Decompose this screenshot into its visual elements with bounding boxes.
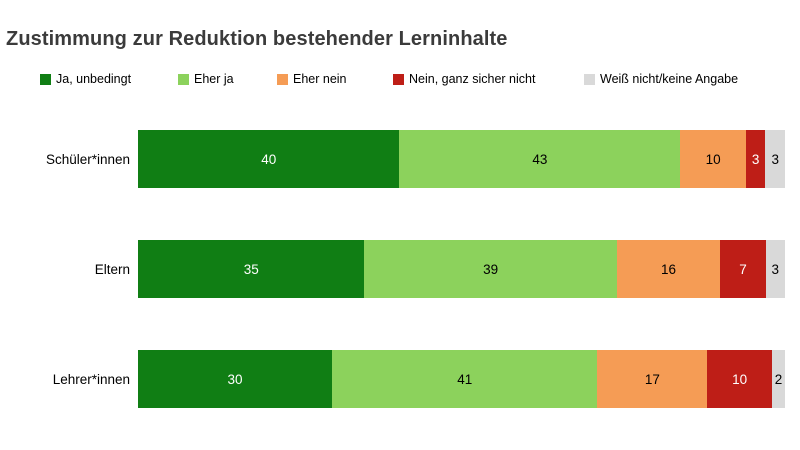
bar-segment: 10 — [680, 130, 746, 188]
category-label: Eltern — [94, 261, 130, 277]
legend-swatch-icon — [277, 73, 288, 85]
segment-value-label: 3 — [771, 261, 780, 277]
bar-segment: 40 — [138, 130, 400, 188]
segment-value-label: 2 — [774, 371, 783, 387]
legend-label: Nein, ganz sicher nicht — [409, 72, 536, 86]
legend-swatch-icon — [40, 73, 51, 85]
segment-value-label: 30 — [227, 371, 243, 387]
chart-title: Zustimmung zur Reduktion bestehender Ler… — [6, 28, 508, 50]
segment-value-label: 10 — [705, 151, 721, 167]
legend-label: Eher ja — [194, 72, 234, 86]
legend-swatch-icon — [178, 73, 189, 85]
segment-value-label: 3 — [771, 151, 779, 167]
bar-row: Lehrer*innen 30 41 17 10 2 — [0, 350, 800, 408]
bar-segment: 30 — [138, 350, 333, 408]
legend-label: Ja, unbedingt — [56, 72, 132, 86]
segment-value-label: 10 — [732, 371, 748, 387]
bar-track: 40 43 10 3 3 — [138, 130, 786, 188]
segment-value-label: 3 — [751, 151, 760, 167]
bar-segment: 3 — [765, 240, 785, 298]
segment-value-label: 35 — [243, 261, 259, 277]
legend-item: Eher nein — [277, 72, 347, 86]
segment-value-label: 16 — [661, 261, 677, 277]
bar-segment: 3 — [765, 130, 786, 188]
chart-legend: Ja, unbedingt Eher ja Eher nein Nein, ganz … — [0, 72, 800, 90]
bar-segment: 35 — [138, 240, 365, 298]
segment-value-label: 43 — [532, 151, 548, 167]
bar-row: Schüler*innen 40 43 10 3 3 — [0, 130, 800, 188]
legend-swatch-icon — [584, 73, 595, 85]
segment-value-label: 40 — [261, 151, 277, 167]
legend-item: Eher ja — [178, 72, 234, 86]
legend-item: Nein, ganz sicher nicht — [393, 72, 535, 86]
bar-track: 35 39 16 7 3 — [138, 240, 785, 298]
bar-track: 30 41 17 10 2 — [138, 350, 785, 408]
bar-segment: 7 — [720, 240, 766, 298]
bar-segment: 3 — [745, 130, 766, 188]
category-label: Lehrer*innen — [52, 371, 130, 387]
bar-segment: 39 — [364, 240, 617, 298]
legend-swatch-icon — [393, 73, 404, 85]
bar-segment: 16 — [616, 240, 721, 298]
legend-label: Weiß nicht/keine Angabe — [600, 72, 739, 86]
segment-value-label: 39 — [483, 261, 499, 277]
bar-segment: 41 — [332, 350, 598, 408]
legend-item: Ja, unbedingt — [40, 72, 131, 86]
segment-value-label: 41 — [457, 371, 473, 387]
bar-segment: 43 — [399, 130, 681, 188]
bar-segment: 17 — [597, 350, 708, 408]
legend-label: Eher nein — [293, 72, 347, 86]
category-label: Schüler*innen — [45, 151, 130, 167]
segment-value-label: 17 — [644, 371, 660, 387]
bar-segment: 10 — [707, 350, 773, 408]
bar-segment: 2 — [772, 350, 785, 408]
segment-value-label: 7 — [739, 261, 747, 277]
legend-item: Weiß nicht/keine Angabe — [584, 72, 738, 86]
bar-row: Eltern 35 39 16 7 3 — [0, 240, 800, 298]
